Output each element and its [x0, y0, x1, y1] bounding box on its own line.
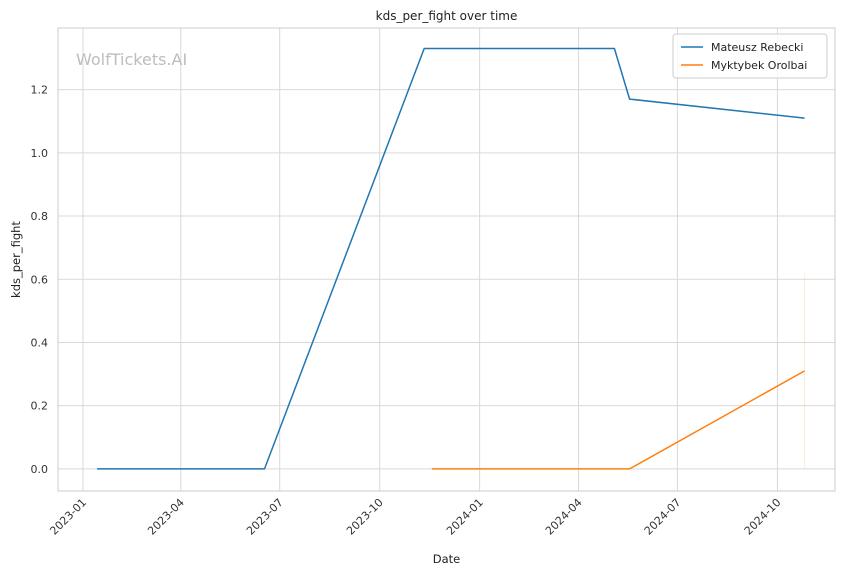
series-layer [97, 47, 806, 470]
x-tick-label: 2023-10 [344, 496, 386, 538]
plot-frame [57, 27, 836, 492]
x-tick-label: 2023-07 [244, 496, 286, 538]
legend-box [672, 33, 828, 79]
legend: Mateusz Rebecki Myktybek Orolbai [672, 33, 828, 79]
y-tick-label: 0.8 [31, 210, 49, 223]
y-tick-label: 0.6 [31, 273, 49, 286]
series-myktybek-orolbai [431, 272, 806, 470]
x-axis-title: Date [433, 552, 461, 566]
plot-area [58, 28, 835, 491]
x-tick-label: 2023-01 [47, 496, 89, 538]
x-tick-label: 2024-04 [543, 496, 585, 538]
series-line [97, 47, 805, 470]
y-tick-label: 1.2 [31, 84, 49, 97]
y-axis-ticks: 0.0 0.2 0.4 0.6 0.8 1.0 1.2 [31, 84, 49, 476]
y-axis-title: kds_per_fight [9, 221, 23, 298]
x-tick-label: 2023-04 [145, 496, 187, 538]
legend-label: Myktybek Orolbai [711, 59, 807, 72]
series-line [431, 370, 805, 470]
chart-title: kds_per_fight over time [376, 9, 518, 23]
y-tick-label: 0.2 [31, 400, 49, 413]
y-tick-label: 0.0 [31, 463, 49, 476]
y-tick-label: 0.4 [31, 336, 49, 349]
x-tick-label: 2024-07 [642, 496, 684, 538]
x-tick-label: 2024-10 [742, 496, 784, 538]
grid [58, 28, 835, 491]
legend-label: Mateusz Rebecki [711, 41, 803, 54]
watermark: WolfTickets.AI [76, 50, 187, 69]
series-mateusz-rebecki [97, 47, 805, 470]
x-tick-label: 2024-01 [444, 496, 486, 538]
x-axis-ticks: 2023-01 2023-04 2023-07 2023-10 2024-01 2024-… [47, 496, 783, 538]
y-tick-label: 1.0 [31, 147, 49, 160]
